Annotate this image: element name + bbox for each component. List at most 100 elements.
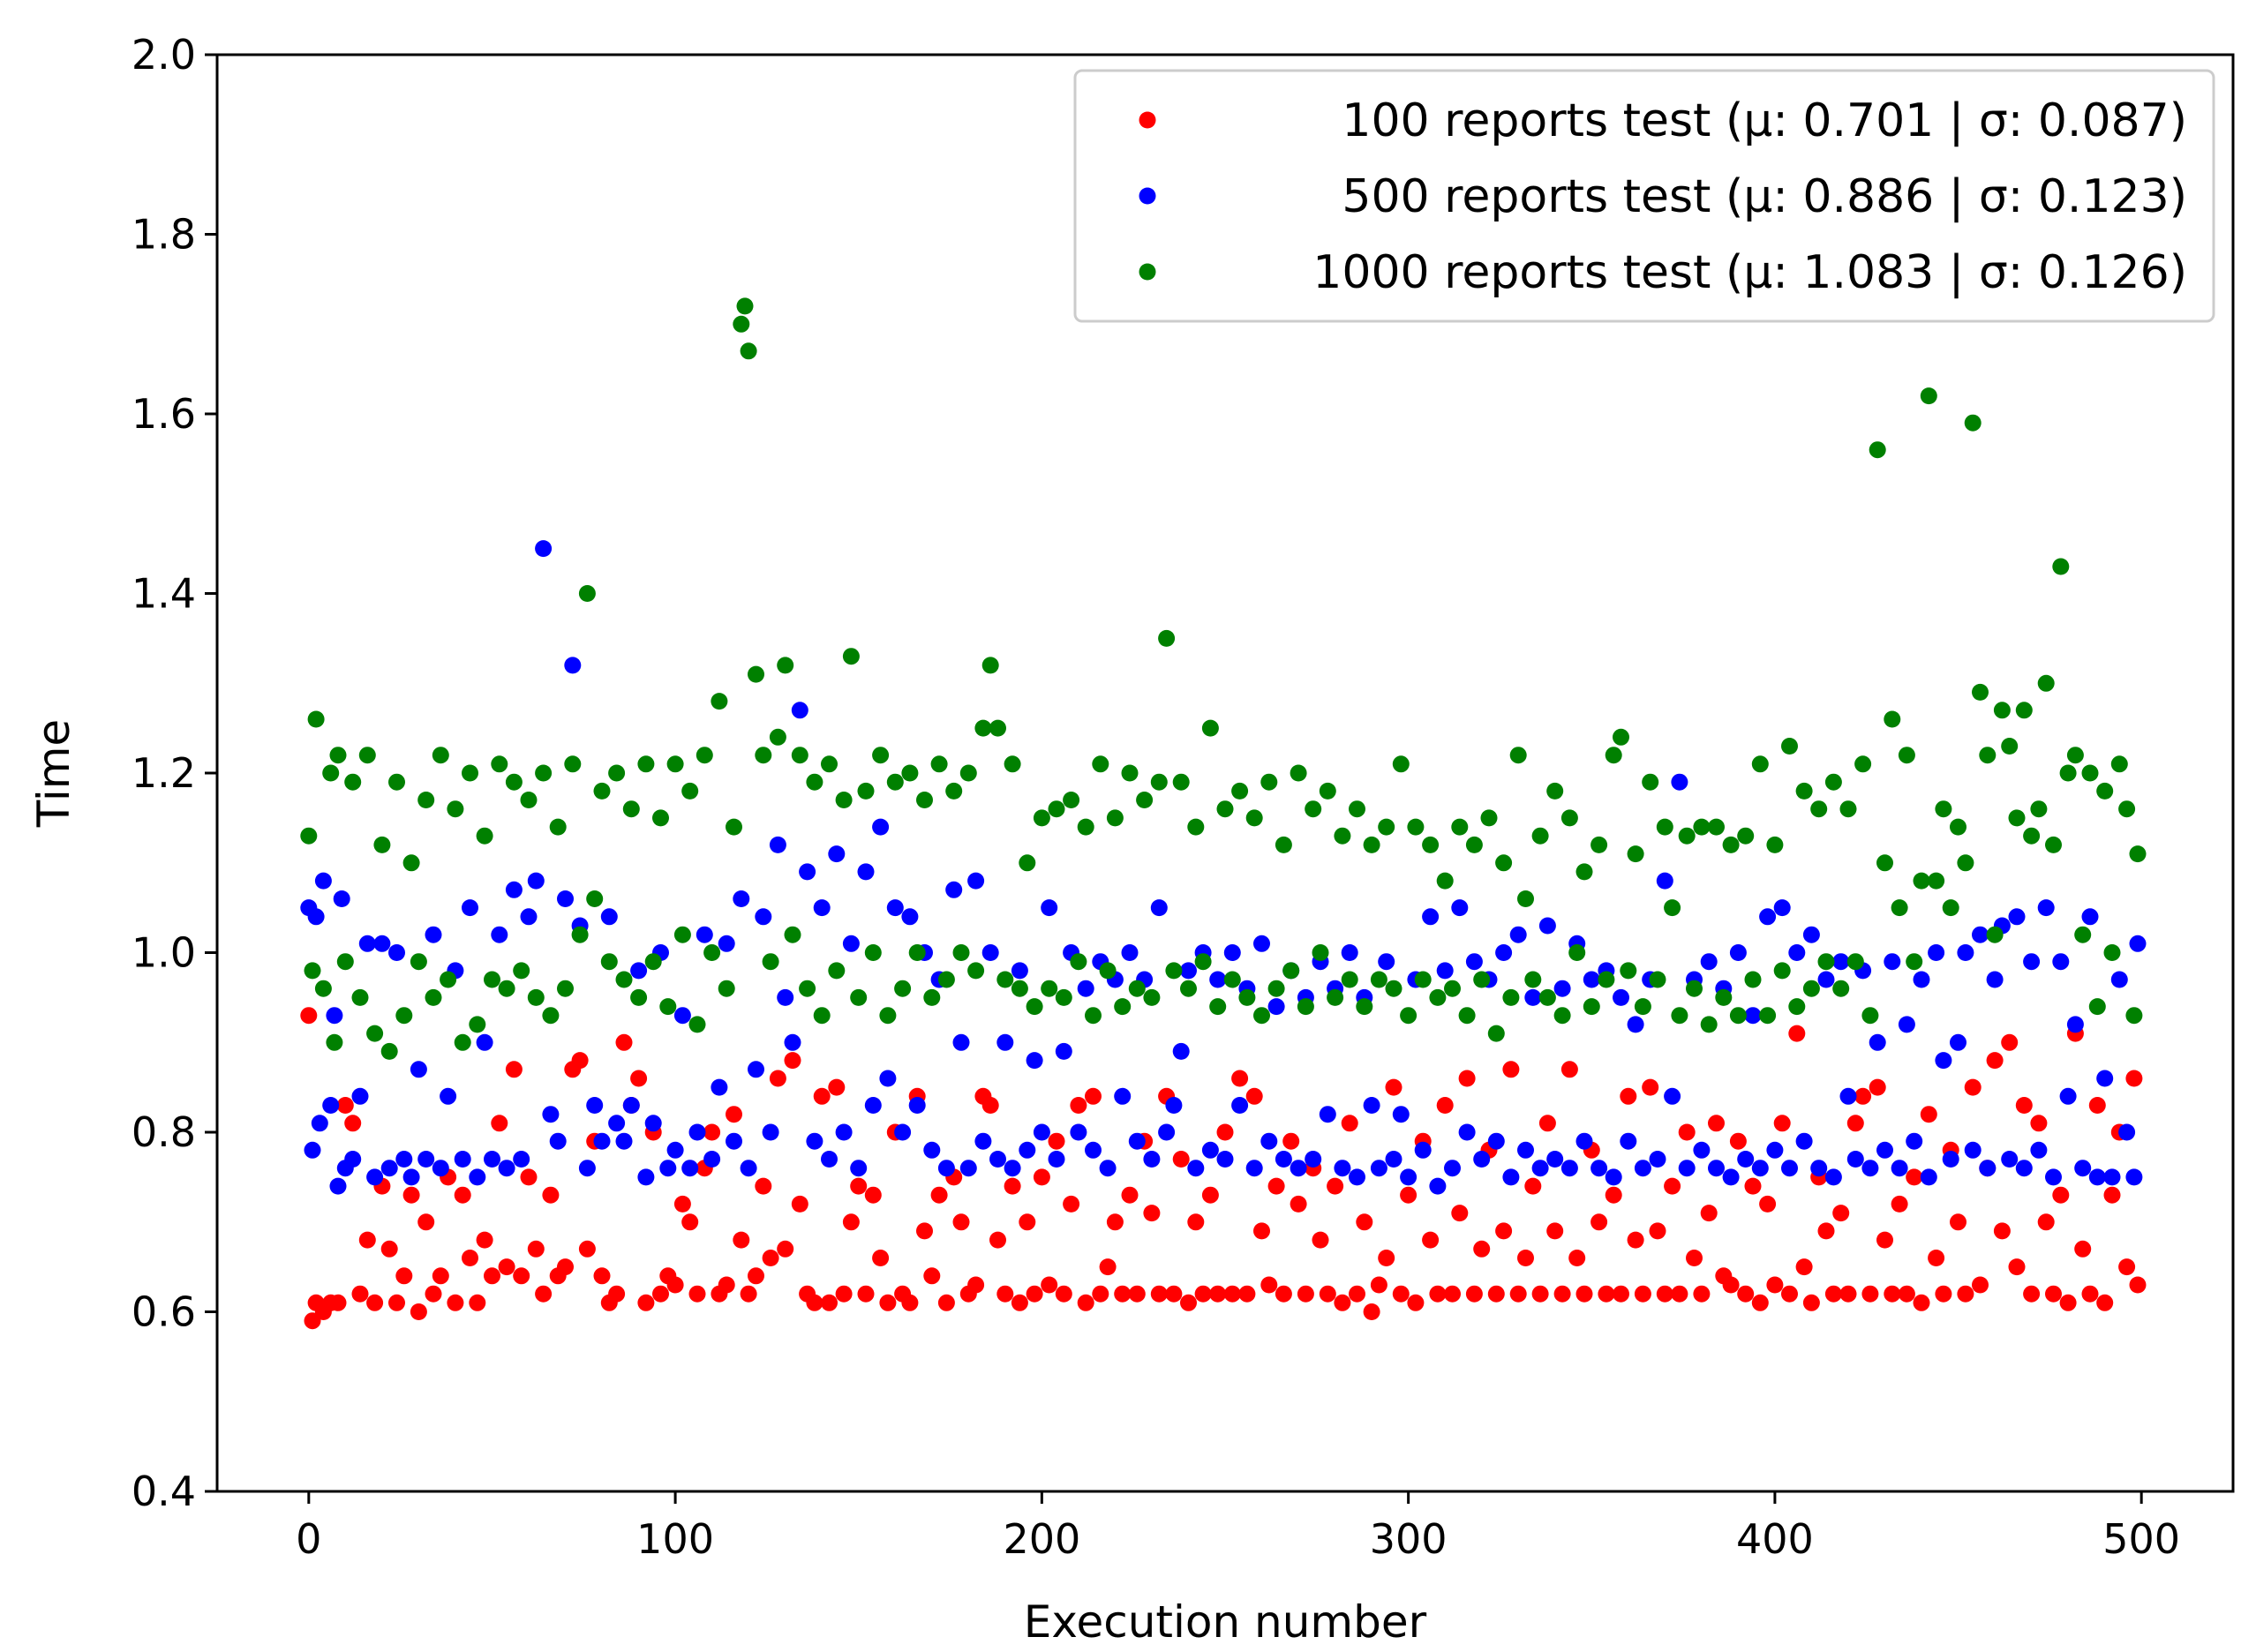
data-point — [1429, 1285, 1447, 1303]
data-point — [1839, 1087, 1857, 1105]
data-point — [1370, 1276, 1387, 1294]
data-point — [1422, 908, 1440, 926]
data-point — [1267, 980, 1285, 997]
data-point — [1238, 988, 1256, 1006]
data-point — [2081, 1285, 2099, 1303]
data-point — [901, 908, 919, 926]
data-point — [688, 1016, 706, 1033]
data-point — [1575, 863, 1593, 881]
data-point — [1891, 899, 1908, 917]
data-point — [974, 1132, 992, 1150]
data-point — [1495, 854, 1513, 872]
x-axis: 0 100 200 300 400 500 — [296, 1491, 2180, 1563]
data-point — [784, 1033, 801, 1051]
data-point — [835, 1123, 853, 1141]
data-point — [2008, 908, 2026, 926]
data-point — [813, 1007, 831, 1025]
data-point — [673, 1195, 691, 1213]
data-point — [432, 747, 449, 764]
data-point — [842, 935, 860, 952]
data-point — [835, 1285, 853, 1303]
data-point — [1209, 998, 1227, 1016]
data-point — [1245, 809, 1263, 827]
data-point — [1312, 1231, 1329, 1249]
data-point — [1356, 998, 1373, 1016]
data-point — [894, 980, 912, 997]
data-point — [1817, 1222, 1835, 1240]
data-point — [1487, 1025, 1505, 1042]
data-point — [1004, 1160, 1021, 1177]
data-point — [872, 818, 890, 836]
data-point — [1495, 1222, 1513, 1240]
data-point — [659, 998, 677, 1016]
data-point — [1781, 738, 1798, 755]
data-point — [2118, 1123, 2136, 1141]
data-point — [923, 1141, 941, 1159]
data-point — [666, 755, 684, 773]
data-point — [666, 1276, 684, 1294]
data-point — [1143, 1151, 1161, 1168]
data-point — [1891, 1160, 1908, 1177]
data-point — [1063, 792, 1080, 808]
data-point — [1979, 747, 1997, 764]
legend-marker — [1139, 263, 1156, 281]
data-point — [828, 845, 846, 863]
data-point — [527, 872, 545, 890]
data-point — [1260, 1132, 1278, 1150]
data-point — [2088, 998, 2106, 1016]
data-point — [432, 1160, 449, 1177]
data-point — [1898, 1285, 1915, 1303]
data-point — [930, 755, 948, 773]
data-point — [1041, 1276, 1058, 1294]
data-point — [520, 1168, 538, 1186]
data-point — [2001, 1033, 2019, 1051]
data-point — [1282, 962, 1300, 980]
y-tick-label: 1.2 — [132, 749, 196, 797]
data-point — [1935, 800, 1952, 818]
data-point — [1033, 1168, 1050, 1186]
data-point — [1451, 818, 1469, 836]
data-point — [476, 827, 493, 845]
series-2 — [300, 297, 2147, 1060]
data-point — [1414, 1141, 1432, 1159]
data-point — [402, 1168, 420, 1186]
data-point — [571, 926, 589, 943]
data-point — [1128, 1285, 1146, 1303]
data-point — [1011, 1294, 1028, 1311]
data-point — [380, 1240, 398, 1258]
data-point — [1744, 971, 1762, 988]
data-point — [1026, 1285, 1043, 1303]
data-point — [879, 1294, 897, 1311]
data-point — [1004, 1177, 1021, 1195]
data-point — [1531, 827, 1549, 845]
data-point — [1766, 1276, 1784, 1294]
data-point — [1913, 1294, 1930, 1311]
data-point — [1598, 971, 1615, 988]
data-point — [1708, 818, 1725, 836]
data-point — [1773, 962, 1791, 980]
data-point — [791, 747, 808, 764]
data-point — [2037, 674, 2055, 692]
x-tick-label: 400 — [1736, 1515, 1814, 1563]
data-point — [358, 1231, 376, 1249]
data-point — [366, 1025, 384, 1042]
data-point — [1693, 1141, 1711, 1159]
data-point — [673, 926, 691, 943]
data-point — [916, 792, 933, 808]
data-point — [1201, 1186, 1219, 1204]
data-point — [1613, 988, 1629, 1006]
data-point — [1004, 755, 1021, 773]
data-point — [857, 782, 875, 800]
data-point — [1216, 1151, 1234, 1168]
y-tick-label: 0.8 — [132, 1108, 196, 1156]
data-point — [1341, 971, 1358, 988]
data-point — [1693, 818, 1711, 836]
data-point — [1553, 1285, 1571, 1303]
data-point — [652, 1285, 669, 1303]
data-point — [1180, 1294, 1197, 1311]
data-point — [688, 1123, 706, 1141]
data-point — [1546, 1151, 1564, 1168]
data-point — [1846, 1115, 1864, 1132]
data-point — [688, 1285, 706, 1303]
y-axis-label: Time — [28, 719, 79, 828]
